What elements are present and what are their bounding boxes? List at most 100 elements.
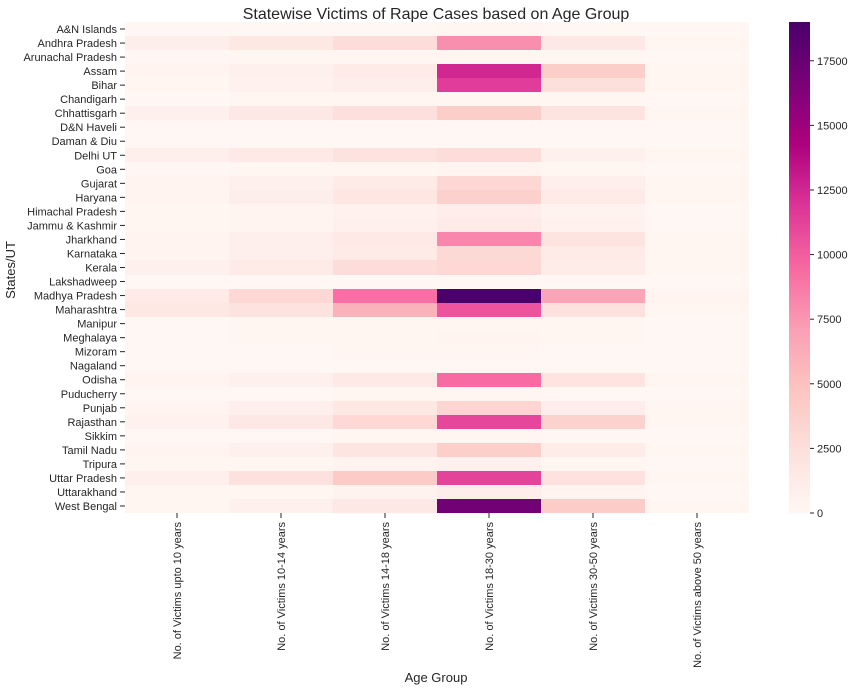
y-tick-label: Bihar [91,80,117,92]
heatmap-cell [125,401,229,415]
y-tick-label: West Bengal [55,501,117,513]
heatmap-cell [645,359,749,373]
heatmap-cell [333,22,437,36]
heatmap-cell [333,162,437,176]
heatmap-cell [125,120,229,134]
heatmap-cell [125,22,229,36]
heatmap-cell [645,401,749,415]
heatmap-cell [333,331,437,345]
heatmap-cell [229,317,333,331]
y-tick-label: D&N Haveli [60,122,117,134]
heatmap-cell [125,92,229,106]
heatmap-cell [229,176,333,190]
y-tick-label: Kerala [85,263,118,275]
heatmap-cell [541,443,645,457]
heatmap-cell [333,471,437,485]
heatmap-cell [541,359,645,373]
y-tick-label: Madhya Pradesh [34,291,117,303]
heatmap-cell [229,373,333,387]
heatmap-cell [645,120,749,134]
heatmap-cell [437,317,541,331]
heatmap-cell [229,303,333,317]
heatmap-cell [125,499,229,513]
heatmap-cell [229,260,333,275]
colorbar-tick-label: 0 [817,508,823,520]
heatmap-cell [229,471,333,485]
heatmap-cell [333,303,437,317]
heatmap-cell [541,317,645,331]
heatmap-cell [229,443,333,457]
heatmap-cell [125,50,229,64]
heatmap-cell [437,106,541,120]
heatmap-cell [333,499,437,513]
heatmap-cell [229,499,333,513]
heatmap-cell [333,260,437,275]
heatmap-cell [125,289,229,303]
heatmap-cell [541,218,645,232]
heatmap-cell [125,260,229,275]
y-tick-label: Tripura [83,459,118,471]
heatmap-cell [229,232,333,246]
y-tick-label: Delhi UT [74,150,117,162]
y-tick-label: Sikkim [85,431,117,443]
x-tick-label: No. of Victims 10-14 years [276,522,288,651]
heatmap-cell [541,331,645,345]
heatmap-cell [333,429,437,443]
heatmap-cell [541,246,645,260]
heatmap-cell [645,106,749,120]
heatmap-cell [333,485,437,499]
heatmap-cell [645,148,749,162]
heatmap-cell [125,275,229,289]
heatmap-cell [437,331,541,345]
heatmap-cell [125,331,229,345]
heatmap-cell [125,190,229,204]
heatmap-cell [645,78,749,92]
heatmap-cell [645,232,749,246]
x-tick-label: No. of Victims 18-30 years [484,522,496,651]
heatmap-cell [229,331,333,345]
y-tick-label: Andhra Pradesh [38,38,118,50]
heatmap-cell [333,106,437,120]
heatmap-cell [645,190,749,204]
colorbar-tick-label: 5000 [817,379,841,391]
heatmap-cell [333,218,437,232]
heatmap-cell [125,176,229,190]
heatmap-cell [229,120,333,134]
y-tick-label: Jammu & Kashmir [27,220,117,232]
heatmap-cell [645,387,749,401]
y-tick-label: Daman & Diu [52,136,117,148]
heatmap-cell [333,232,437,246]
heatmap-cell [125,317,229,331]
heatmap-cell [125,246,229,260]
heatmap-cell [333,120,437,134]
y-tick-label: Assam [83,66,117,78]
heatmap-cell [333,401,437,415]
colorbar-tick-label: 17500 [817,56,848,68]
heatmap-cell [229,190,333,204]
heatmap-cell [333,176,437,190]
heatmap-cell [541,92,645,106]
heatmap-cell [437,387,541,401]
heatmap-cell [437,443,541,457]
y-tick-label: Uttar Pradesh [49,473,117,485]
heatmap-cell [541,415,645,429]
y-tick-label: Mizoram [75,347,117,359]
y-tick-label: Goa [96,164,118,176]
heatmap-cell [645,246,749,260]
heatmap-cell [437,22,541,36]
heatmap-cell [125,64,229,78]
colorbar-ticks: 0 2500 5000 7500 10000 12500 15000 17500 [810,56,848,520]
heatmap-cell [437,120,541,134]
heatmap-cell [333,415,437,429]
heatmap-cell [437,303,541,317]
heatmap-cell [645,317,749,331]
heatmap-cell [229,345,333,359]
colorbar-tick-label: 12500 [817,185,848,197]
x-axis-label: Age Group [405,670,468,685]
heatmap-cell [229,162,333,176]
heatmap-cell [541,120,645,134]
heatmap-cell [645,275,749,289]
heatmap-cell [541,275,645,289]
